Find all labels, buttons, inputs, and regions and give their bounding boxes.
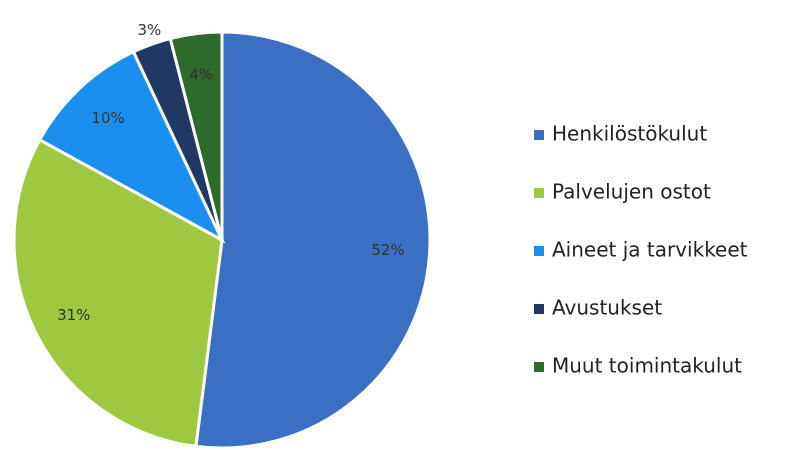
legend-swatch [534,130,544,140]
data-label: 52% [371,241,404,259]
legend-label: Henkilöstökulut [552,122,707,146]
data-label: 10% [91,109,124,127]
pie-slice [12,137,224,449]
legend-label: Avustukset [552,296,662,320]
data-label: 31% [57,306,90,324]
pie-slice [168,30,224,241]
legend-swatch [534,304,544,314]
pie-slice [37,49,226,244]
legend-label: Muut toimintakulut [552,354,742,378]
legend-swatch [534,188,544,198]
legend-swatch [534,362,544,372]
legend-label: Palvelujen ostot [552,180,711,204]
data-label: 4% [189,65,213,83]
pie-slice [194,30,432,450]
legend-label: Aineet ja tarvikkeet [552,238,748,262]
legend-swatch [534,246,544,256]
data-label: 3% [138,21,162,39]
